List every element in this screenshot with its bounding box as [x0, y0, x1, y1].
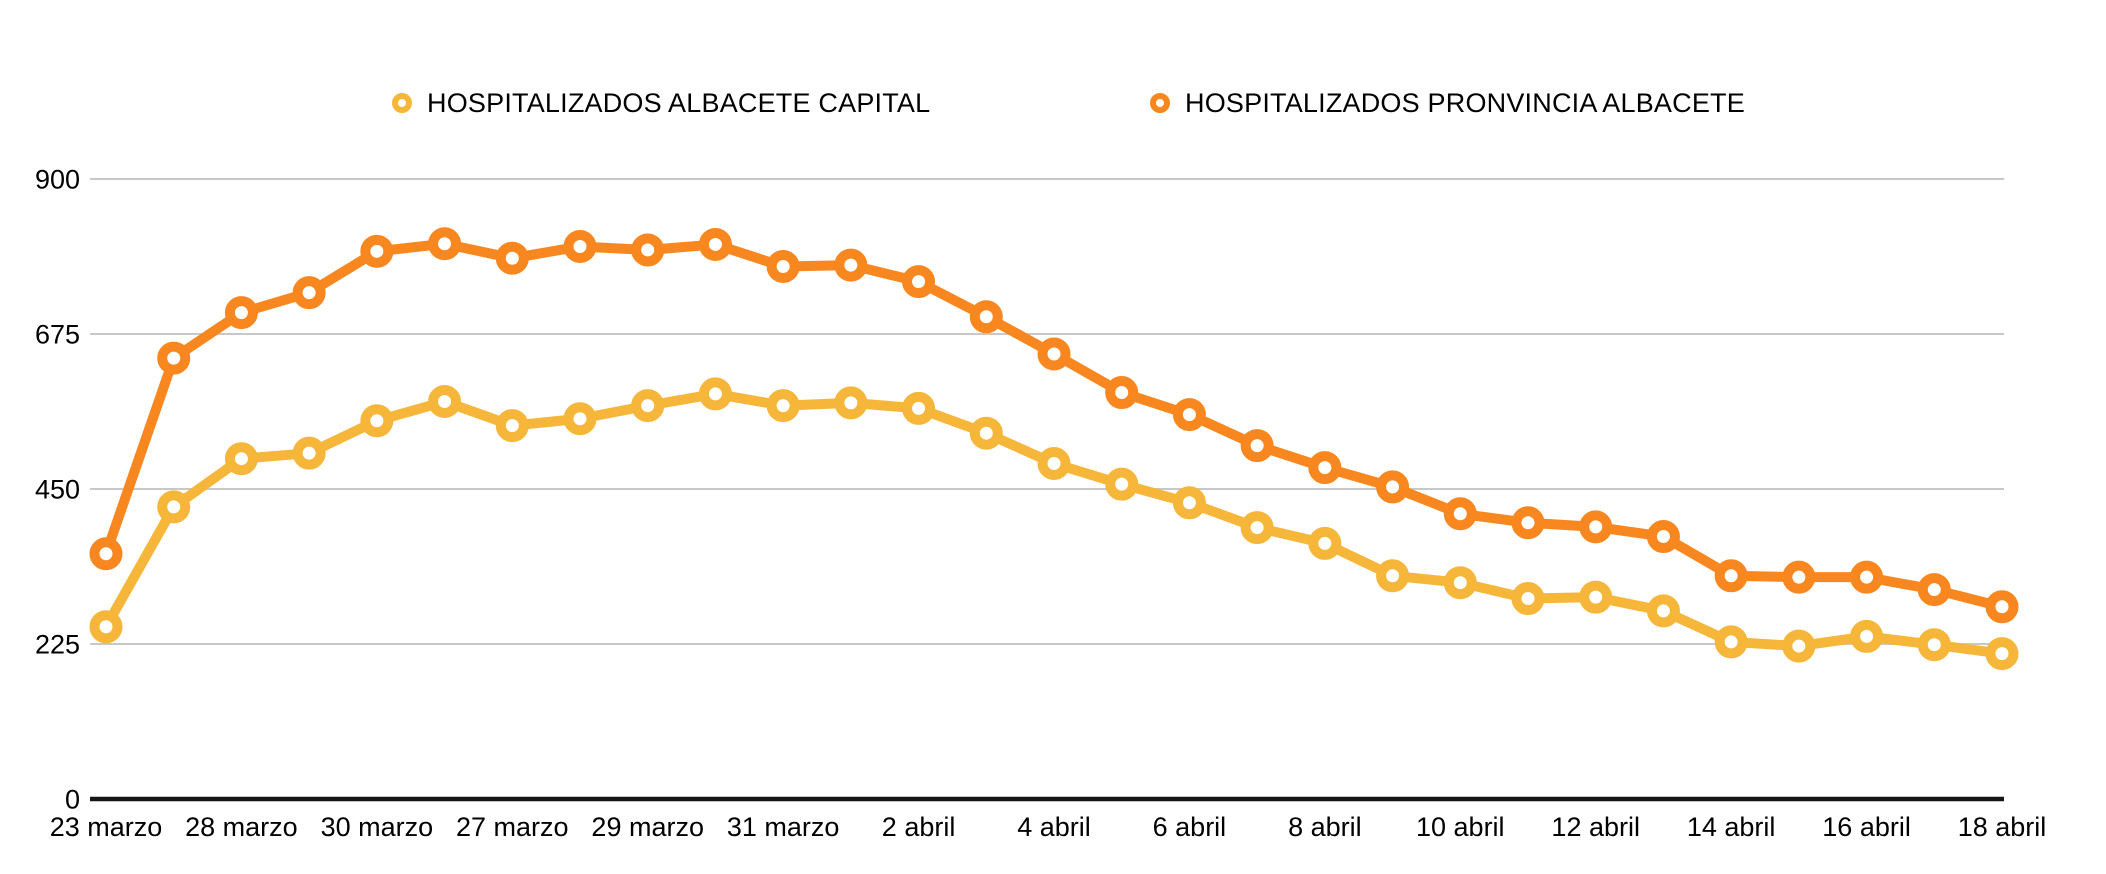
data-point-province-23	[1579, 510, 1613, 544]
data-point-capital-14	[969, 416, 1003, 450]
data-point-capital-23	[1579, 580, 1613, 614]
data-point-capital-27	[1850, 619, 1884, 653]
x-axis-label-9: 6 abril	[1153, 812, 1227, 842]
y-axis-label-225: 225	[35, 630, 80, 660]
data-point-province-10	[698, 227, 732, 261]
data-point-capital-12	[834, 386, 868, 420]
data-point-province-2	[157, 341, 191, 375]
series-line-capital	[101, 388, 2007, 659]
data-point-province-19	[1308, 451, 1342, 485]
x-axis-label-12: 12 abril	[1551, 812, 1640, 842]
y-axis-label-450: 450	[35, 475, 80, 505]
data-point-capital-25	[1714, 625, 1748, 659]
x-axis-label-7: 2 abril	[882, 812, 956, 842]
x-axis-label-8: 4 abril	[1017, 812, 1091, 842]
legend-label-province: HOSPITALIZADOS PRONVINCIA ALBACETE	[1185, 87, 1745, 118]
data-point-province-17	[1172, 398, 1206, 432]
x-axis-label-13: 14 abril	[1687, 812, 1776, 842]
legend-marker-capital-icon	[392, 93, 412, 113]
data-point-capital-2	[157, 490, 191, 524]
data-point-capital-18	[1240, 511, 1274, 545]
data-point-capital-6	[428, 385, 462, 419]
legend-marker-province-icon	[1150, 93, 1170, 113]
x-axis-label-5: 29 marzo	[591, 812, 704, 842]
data-point-province-16	[1105, 376, 1139, 410]
data-point-province-6	[428, 227, 462, 261]
data-point-capital-5	[360, 404, 394, 438]
data-point-capital-4	[292, 436, 326, 470]
data-point-province-3	[224, 296, 258, 330]
data-point-province-29	[1985, 590, 2019, 624]
data-point-province-8	[563, 230, 597, 264]
data-point-province-7	[495, 241, 529, 275]
data-point-capital-8	[563, 402, 597, 436]
data-point-province-21	[1443, 497, 1477, 531]
data-point-capital-20	[1376, 559, 1410, 593]
y-axis-label-675: 675	[35, 320, 80, 350]
data-point-province-1	[89, 537, 123, 571]
legend-item-capital: HOSPITALIZADOS ALBACETE CAPITAL	[392, 87, 931, 118]
x-axis-label-15: 18 abril	[1958, 812, 2047, 842]
data-point-province-28	[1917, 573, 1951, 607]
legend-label-capital: HOSPITALIZADOS ALBACETE CAPITAL	[427, 87, 931, 118]
data-point-province-11	[766, 249, 800, 283]
data-point-province-4	[292, 276, 326, 310]
y-axis-label-900: 900	[35, 165, 80, 195]
x-axis-label-6: 31 marzo	[727, 812, 840, 842]
x-axis-label-3: 30 marzo	[321, 812, 434, 842]
data-point-capital-24	[1646, 594, 1680, 628]
data-point-province-22	[1511, 506, 1545, 540]
data-point-capital-26	[1782, 629, 1816, 663]
x-axis-label-14: 16 abril	[1822, 812, 1911, 842]
data-point-capital-15	[1037, 447, 1071, 481]
x-axis-label-11: 10 abril	[1416, 812, 1505, 842]
y-axis-label-0: 0	[65, 785, 80, 815]
data-point-capital-9	[631, 389, 665, 423]
data-point-province-20	[1376, 470, 1410, 504]
data-point-capital-29	[1985, 637, 2019, 671]
x-axis-label-10: 8 abril	[1288, 812, 1362, 842]
x-axis-label-4: 27 marzo	[456, 812, 569, 842]
data-point-province-26	[1782, 560, 1816, 594]
data-point-province-9	[631, 233, 665, 267]
data-point-province-18	[1240, 429, 1274, 463]
data-point-capital-19	[1308, 526, 1342, 560]
data-point-capital-11	[766, 389, 800, 423]
data-point-province-27	[1850, 560, 1884, 594]
x-axis-label-2: 28 marzo	[185, 812, 298, 842]
data-point-province-13	[902, 265, 936, 299]
legend-item-province: HOSPITALIZADOS PRONVINCIA ALBACETE	[1150, 87, 1745, 118]
data-point-capital-28	[1917, 628, 1951, 662]
data-point-capital-10	[698, 377, 732, 411]
data-point-province-14	[969, 300, 1003, 334]
data-point-province-12	[834, 248, 868, 282]
data-point-province-5	[360, 234, 394, 268]
data-point-province-25	[1714, 559, 1748, 593]
data-point-capital-16	[1105, 467, 1139, 501]
data-point-capital-13	[902, 391, 936, 425]
data-point-capital-17	[1172, 486, 1206, 520]
data-point-province-15	[1037, 337, 1071, 371]
x-axis-label-1: 23 marzo	[50, 812, 163, 842]
data-point-capital-3	[224, 442, 258, 476]
data-point-capital-21	[1443, 566, 1477, 600]
data-point-capital-22	[1511, 582, 1545, 616]
data-point-province-24	[1646, 520, 1680, 554]
data-point-capital-1	[89, 610, 123, 644]
data-point-capital-7	[495, 409, 529, 443]
